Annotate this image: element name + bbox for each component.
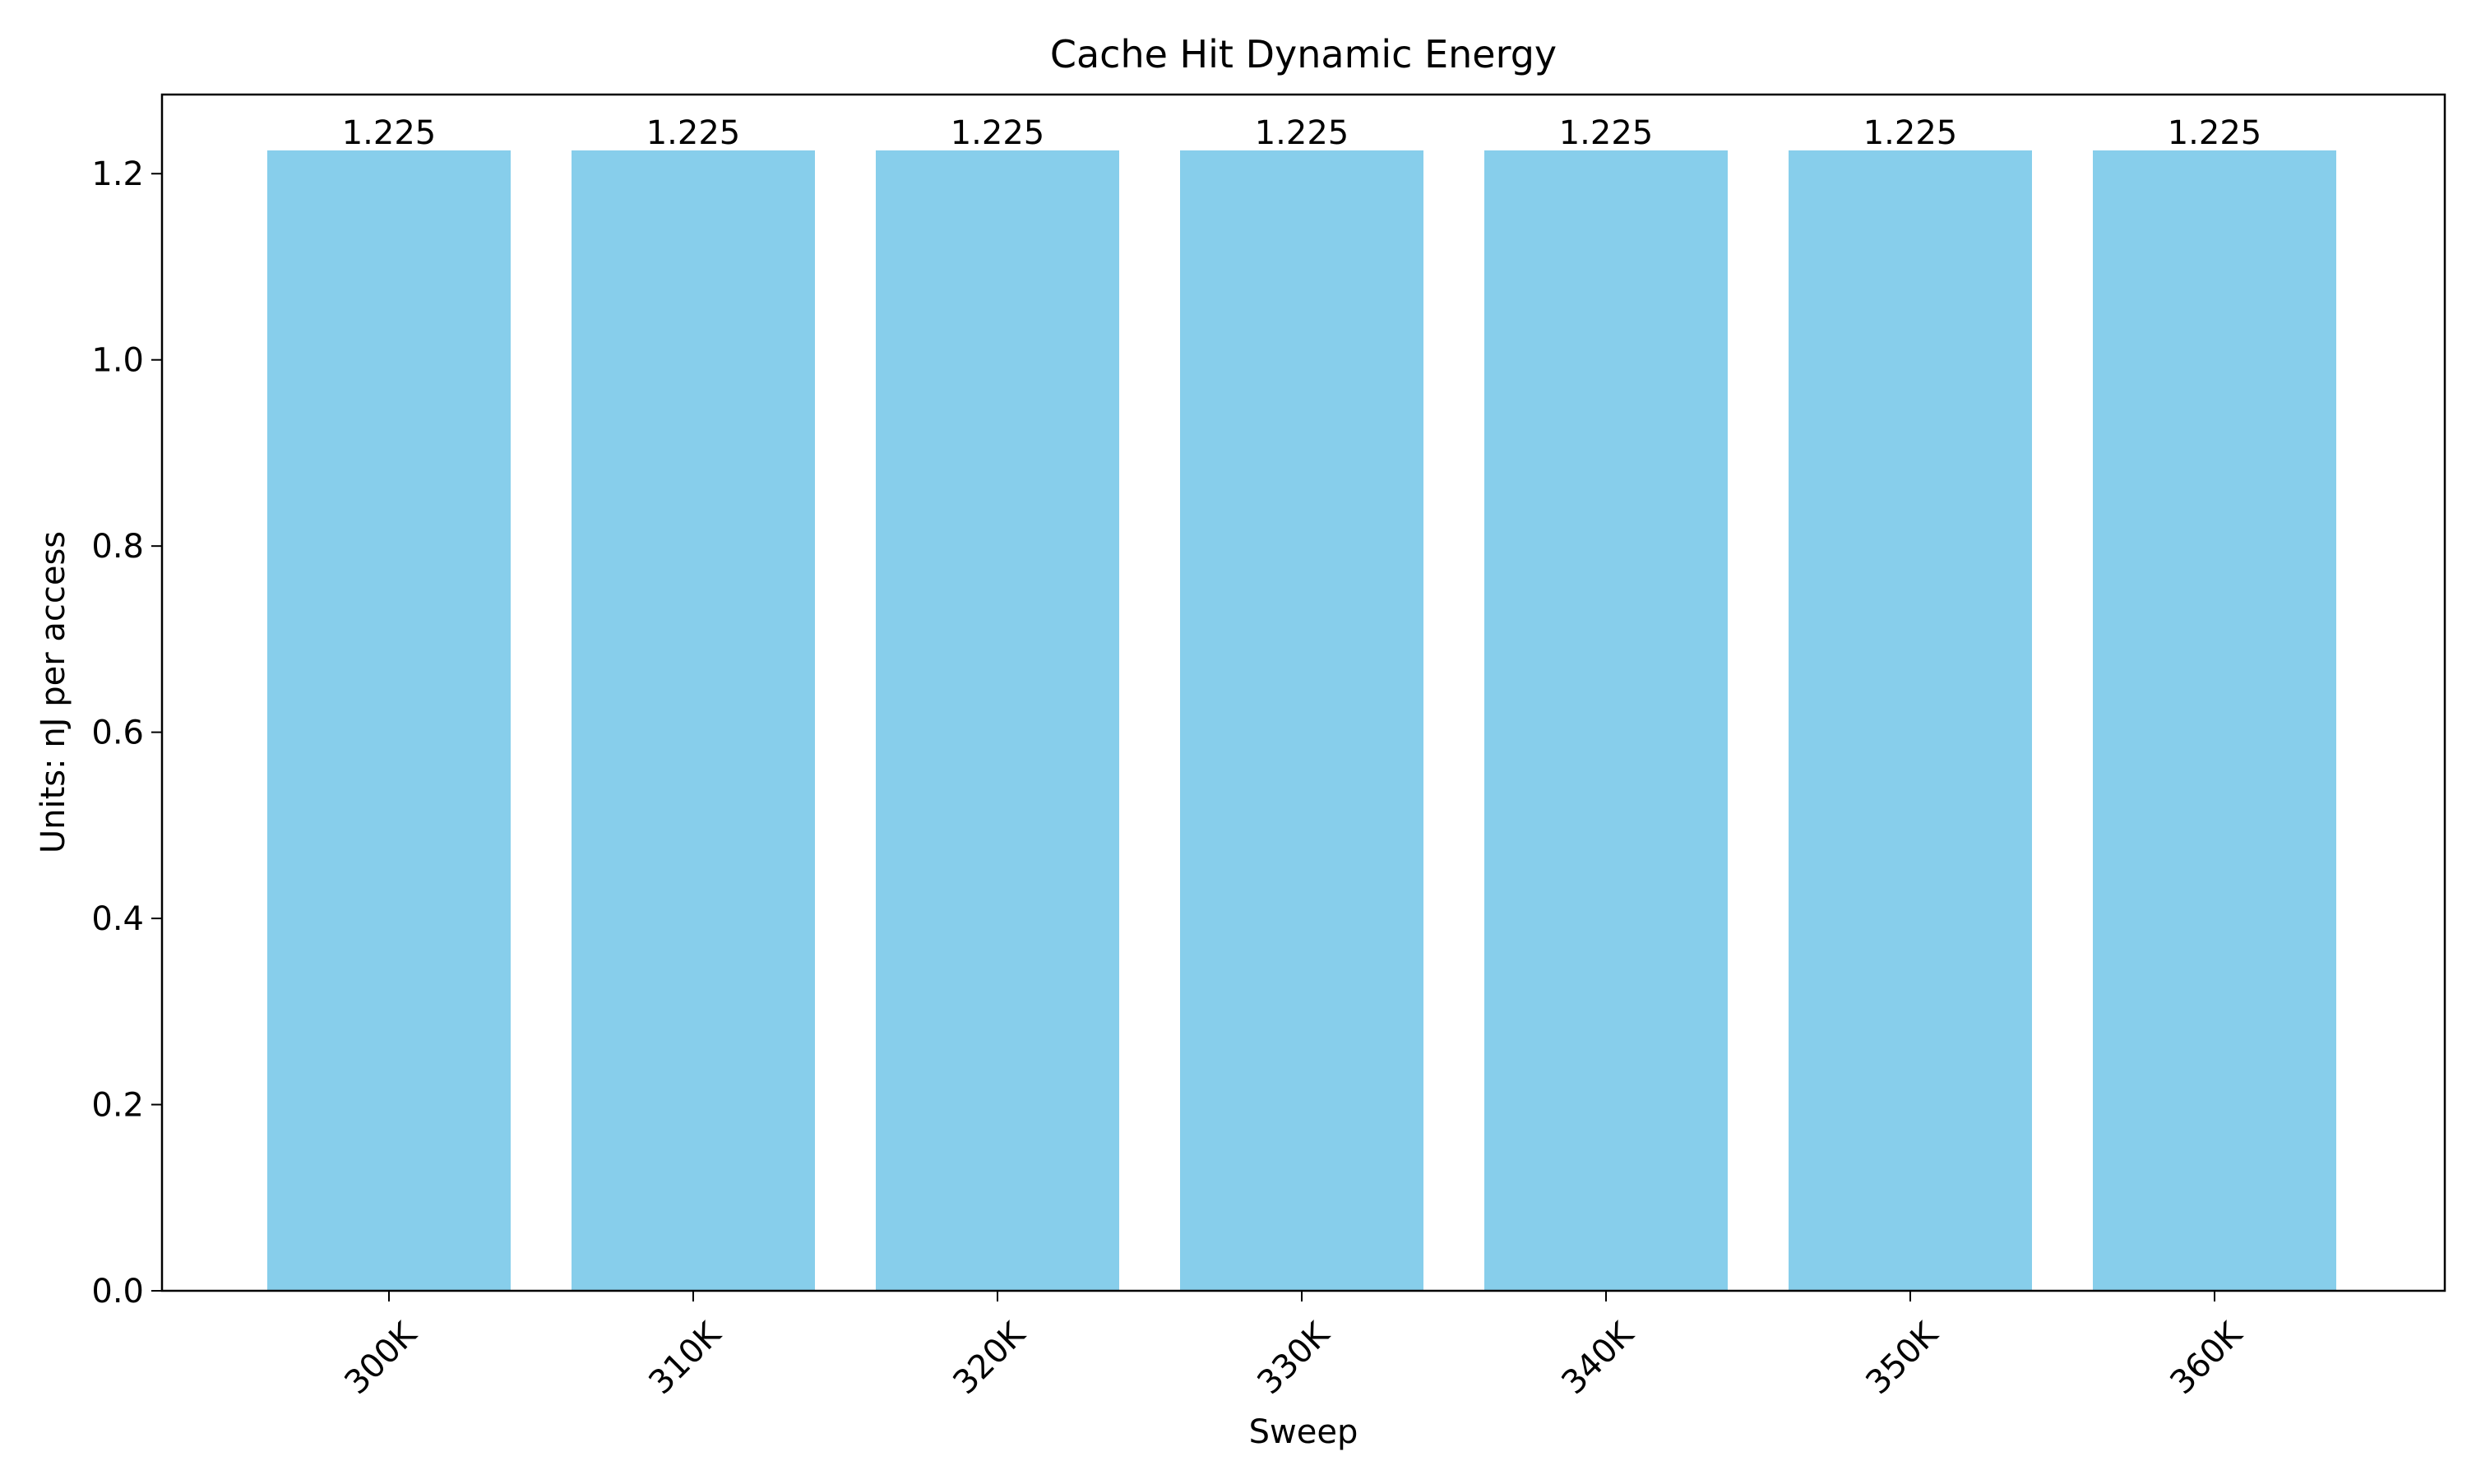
x-tick-label: 340K	[1554, 1315, 1641, 1402]
x-axis-label: Sweep	[1249, 1413, 1358, 1451]
bar-value-label: 1.225	[1863, 114, 1958, 152]
y-tick-label: 1.0	[91, 342, 144, 380]
bar-350K	[1789, 150, 2032, 1291]
bars-group	[267, 150, 2336, 1291]
x-tick-label: 360K	[2163, 1315, 2250, 1402]
bar-value-label: 1.225	[2168, 114, 2262, 152]
y-tick-label: 0.2	[91, 1087, 144, 1125]
x-tick-label: 350K	[1858, 1315, 1946, 1402]
y-tick-label: 0.8	[91, 528, 144, 566]
x-tick-label: 330K	[1250, 1315, 1337, 1402]
bar-value-label: 1.225	[951, 114, 1045, 152]
bar-value-label: 1.225	[1255, 114, 1349, 152]
plot-frame	[160, 93, 2446, 1292]
y-tick-label: 0.6	[91, 714, 144, 752]
bar-value-label: 1.225	[1559, 114, 1654, 152]
bar-300K	[267, 150, 511, 1291]
y-axis: 0.0 0.2 0.4 0.6 0.8 1.0 1.2	[91, 155, 162, 1311]
bar-value-label: 1.225	[646, 114, 741, 152]
bar-340K	[1484, 150, 1728, 1291]
y-tick-label: 1.2	[91, 155, 144, 193]
y-tick-label: 0.0	[91, 1273, 144, 1311]
bar-value-label: 1.225	[342, 114, 437, 152]
x-tick-label: 300K	[337, 1315, 424, 1402]
chart-title: Cache Hit Dynamic Energy	[1050, 32, 1557, 76]
bar-330K	[1180, 150, 1423, 1291]
x-tick-label: 310K	[641, 1315, 729, 1402]
bar-320K	[876, 150, 1119, 1291]
y-tick-label: 0.4	[91, 900, 144, 938]
y-axis-label: Units: nJ per access	[35, 531, 72, 853]
x-axis: 300K 310K 320K 330K 340K 350K 360K	[337, 1291, 2251, 1402]
bar-360K	[2093, 150, 2336, 1291]
x-tick-label: 320K	[946, 1315, 1033, 1402]
bar-310K	[572, 150, 815, 1291]
bar-value-labels: 1.225 1.225 1.225 1.225 1.225 1.225 1.225	[342, 114, 2262, 152]
